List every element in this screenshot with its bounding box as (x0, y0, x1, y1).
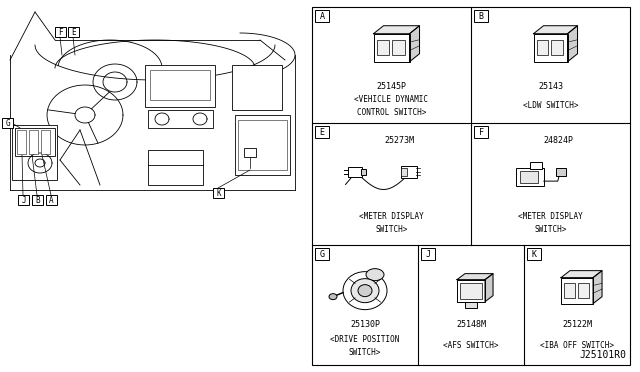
Bar (516, 168, 544, 186)
Bar (561, 278, 593, 304)
Text: K: K (216, 189, 221, 198)
Bar (150, 70, 210, 100)
Bar (421, 248, 435, 260)
Text: <VEHICLE DYNAMIC
CONTROL SWITCH>: <VEHICLE DYNAMIC CONTROL SWITCH> (355, 95, 429, 117)
Text: J: J (426, 250, 431, 259)
Bar (235, 115, 290, 175)
Text: B: B (35, 196, 40, 205)
Bar (401, 169, 406, 176)
Text: 25122M: 25122M (562, 320, 592, 329)
Bar (17, 130, 26, 154)
Text: 25143: 25143 (538, 81, 563, 91)
Bar (536, 40, 548, 55)
Text: E: E (319, 128, 324, 137)
Polygon shape (561, 271, 602, 278)
Text: <IBA OFF SWITCH>: <IBA OFF SWITCH> (540, 341, 614, 350)
Bar (530, 162, 542, 169)
Text: <LDW SWITCH>: <LDW SWITCH> (523, 102, 579, 110)
Bar (32, 195, 43, 205)
Polygon shape (374, 26, 419, 34)
Bar (55, 27, 66, 37)
Bar (315, 10, 329, 22)
Bar (12, 125, 57, 180)
Bar (213, 188, 224, 198)
Bar (315, 126, 329, 138)
Bar (148, 110, 213, 128)
Bar (148, 150, 203, 185)
Bar (238, 120, 287, 170)
Bar (474, 10, 488, 22)
Text: <AFS SWITCH>: <AFS SWITCH> (444, 341, 499, 350)
Bar (0, 0, 315, 372)
Text: B: B (479, 12, 483, 20)
Bar (360, 170, 365, 176)
Polygon shape (593, 271, 602, 304)
Bar (312, 7, 630, 365)
Bar (465, 302, 477, 308)
Bar (556, 168, 566, 176)
Bar (552, 40, 563, 55)
Bar (145, 65, 215, 107)
Text: E: E (71, 28, 76, 36)
Text: 25130P: 25130P (350, 320, 380, 329)
Text: 25145P: 25145P (376, 81, 406, 91)
Bar (578, 283, 589, 298)
Bar (474, 126, 488, 138)
Ellipse shape (366, 269, 384, 280)
Bar (401, 167, 417, 179)
Bar (374, 34, 410, 62)
Text: F: F (58, 28, 63, 36)
Bar (457, 280, 485, 302)
Text: 25148M: 25148M (456, 320, 486, 329)
Text: F: F (479, 128, 483, 137)
Bar (15, 128, 55, 156)
Polygon shape (410, 26, 419, 62)
Text: A: A (319, 12, 324, 20)
Text: A: A (49, 196, 54, 205)
Text: 25273M: 25273M (385, 136, 415, 145)
Ellipse shape (343, 272, 387, 310)
Bar (46, 195, 57, 205)
Ellipse shape (329, 294, 337, 299)
Bar (564, 283, 575, 298)
Bar (376, 40, 389, 55)
Polygon shape (534, 26, 577, 34)
Text: <METER DISPLAY
SWITCH>: <METER DISPLAY SWITCH> (518, 212, 583, 234)
Bar (460, 283, 482, 299)
Text: G: G (5, 119, 10, 128)
Ellipse shape (358, 285, 372, 296)
Bar (2, 118, 13, 128)
Polygon shape (568, 26, 577, 62)
Polygon shape (457, 274, 493, 280)
Text: J25101R0: J25101R0 (579, 350, 626, 360)
Bar (520, 171, 538, 183)
Text: <METER DISPLAY
SWITCH>: <METER DISPLAY SWITCH> (359, 212, 424, 234)
Bar (68, 27, 79, 37)
Bar (315, 248, 329, 260)
Bar (392, 40, 404, 55)
Ellipse shape (351, 279, 379, 303)
Bar (29, 130, 38, 154)
Text: K: K (531, 250, 536, 259)
Text: 24824P: 24824P (543, 136, 573, 145)
Text: G: G (319, 250, 324, 259)
Bar (348, 167, 362, 177)
Bar (232, 65, 282, 110)
Text: <DRIVE POSITION
SWITCH>: <DRIVE POSITION SWITCH> (330, 335, 400, 356)
Bar (244, 148, 256, 157)
Text: J: J (21, 196, 26, 205)
Polygon shape (485, 274, 493, 302)
Bar (41, 130, 50, 154)
Bar (534, 34, 568, 62)
Bar (527, 248, 541, 260)
Bar (18, 195, 29, 205)
